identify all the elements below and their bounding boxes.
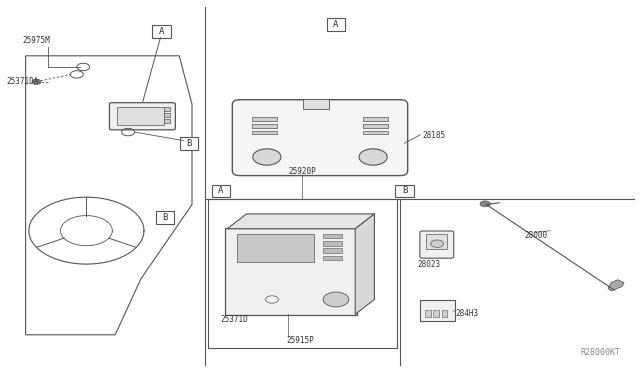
Text: 25920P: 25920P: [288, 167, 316, 176]
Bar: [323, 234, 342, 238]
Bar: [252, 131, 277, 134]
Bar: [323, 248, 342, 253]
Text: 25371D: 25371D: [221, 315, 248, 324]
Bar: [164, 113, 170, 117]
Bar: [237, 234, 314, 262]
Text: A: A: [159, 27, 164, 36]
Text: 25371DA: 25371DA: [6, 77, 39, 86]
Bar: [363, 124, 388, 128]
Bar: [425, 310, 431, 317]
Bar: [433, 310, 439, 317]
Text: 28023: 28023: [418, 260, 441, 269]
FancyBboxPatch shape: [327, 18, 346, 31]
Bar: [363, 117, 388, 121]
Circle shape: [323, 292, 349, 307]
Bar: [442, 310, 447, 317]
Text: A: A: [333, 20, 339, 29]
FancyBboxPatch shape: [117, 107, 164, 125]
Text: A: A: [218, 186, 223, 195]
Text: 28185: 28185: [422, 131, 445, 140]
Bar: [323, 241, 342, 246]
Circle shape: [431, 240, 444, 247]
FancyBboxPatch shape: [211, 185, 230, 197]
Text: B: B: [402, 186, 407, 195]
Circle shape: [480, 201, 490, 207]
Bar: [252, 124, 277, 128]
FancyBboxPatch shape: [396, 185, 414, 197]
FancyBboxPatch shape: [179, 137, 198, 150]
Text: 25915P: 25915P: [287, 336, 314, 345]
FancyBboxPatch shape: [303, 99, 329, 109]
Bar: [363, 131, 388, 134]
Text: B: B: [186, 139, 191, 148]
FancyBboxPatch shape: [156, 211, 174, 224]
Bar: [323, 256, 342, 260]
Polygon shape: [355, 214, 374, 314]
Text: 25975M: 25975M: [22, 36, 50, 45]
FancyBboxPatch shape: [152, 25, 170, 38]
Bar: [164, 119, 170, 123]
Bar: [426, 234, 447, 249]
Text: B: B: [163, 213, 168, 222]
Text: 284H3: 284H3: [456, 309, 479, 318]
Text: 28000: 28000: [525, 231, 548, 240]
FancyBboxPatch shape: [232, 100, 408, 176]
Circle shape: [359, 149, 387, 165]
Bar: [164, 107, 170, 111]
FancyBboxPatch shape: [225, 228, 357, 315]
Polygon shape: [608, 280, 624, 291]
FancyBboxPatch shape: [420, 300, 455, 321]
FancyBboxPatch shape: [420, 231, 454, 258]
Bar: [252, 117, 277, 121]
Circle shape: [32, 79, 41, 84]
Text: R28000KT: R28000KT: [581, 348, 621, 357]
FancyBboxPatch shape: [109, 103, 175, 130]
Bar: [208, 199, 397, 348]
Circle shape: [253, 149, 281, 165]
Polygon shape: [227, 214, 374, 229]
